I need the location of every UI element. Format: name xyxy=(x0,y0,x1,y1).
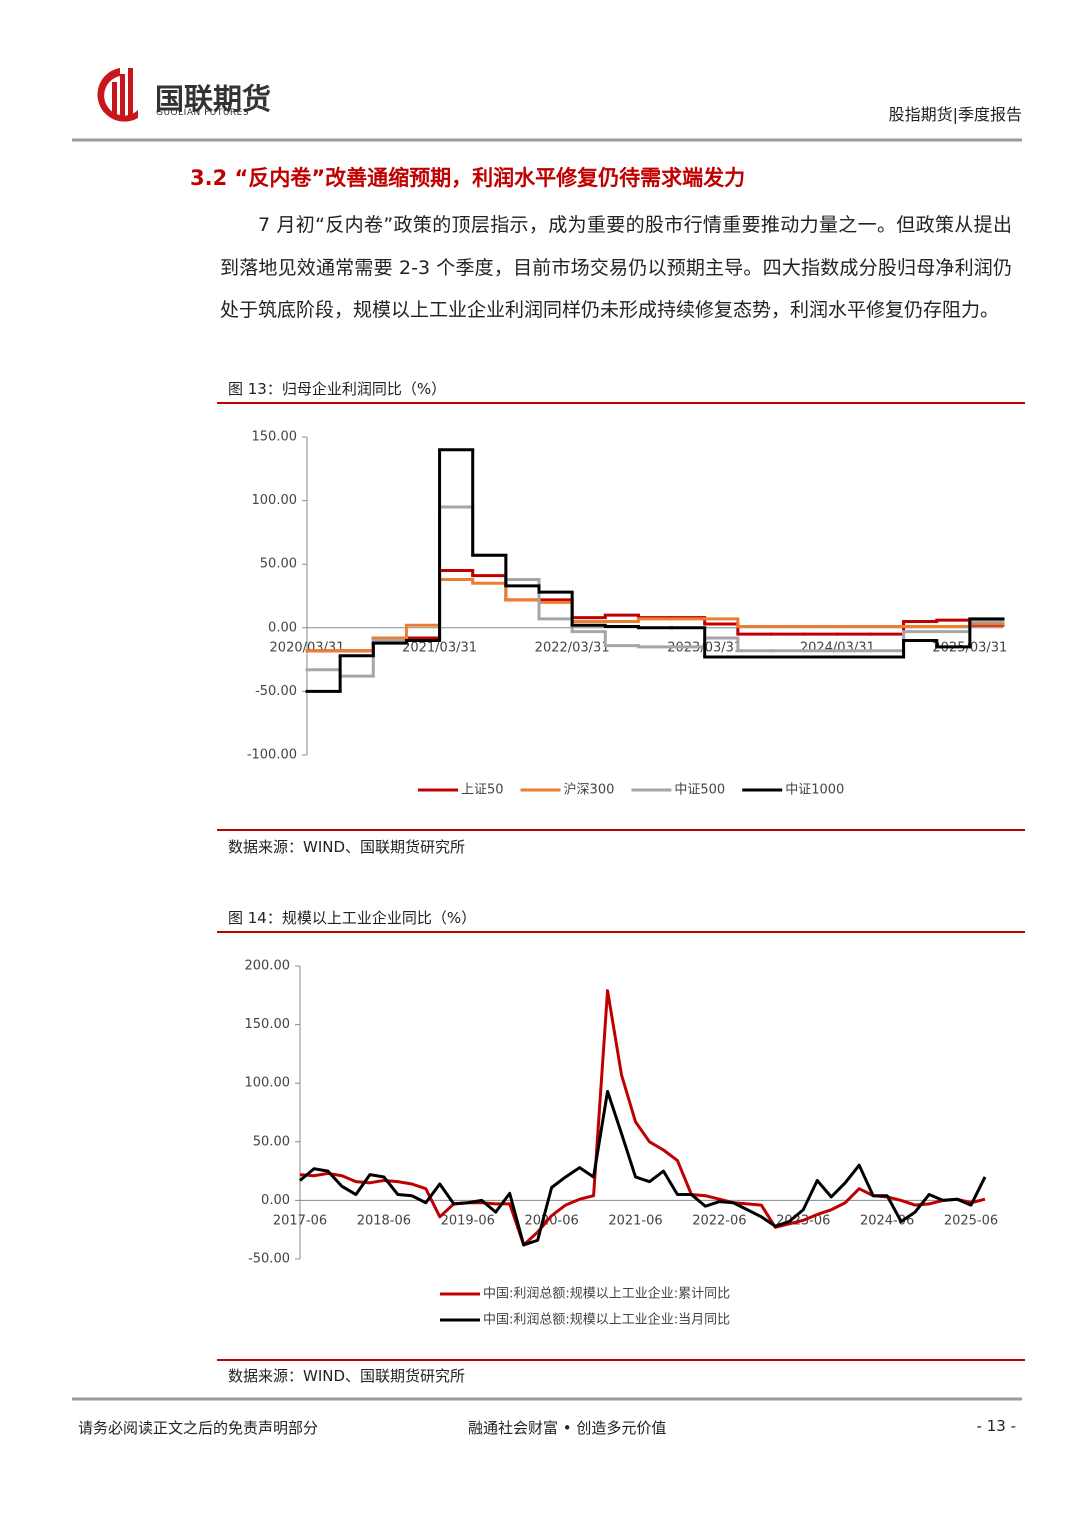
section-title: 3.2 “反内卷”改善通缩预期，利润水平修复仍待需求端发力 xyxy=(190,166,746,190)
page-number: - 13 - xyxy=(976,1417,1016,1435)
y-tick-label: 50.00 xyxy=(253,1134,290,1149)
figure-source: 数据来源：WIND、国联期货研究所 xyxy=(228,838,466,856)
footer-slogan: 融通社会财富 • 创造多元价值 xyxy=(468,1419,667,1437)
footer-disclaimer: 请务必阅读正文之后的免责声明部分 xyxy=(78,1419,319,1437)
paragraph: 7 月初“反内卷”政策的顶层指示，成为重要的股市行情重要推动力量之一。但政策从提… xyxy=(220,214,1012,321)
x-tick-label: 2024/03/31 xyxy=(800,641,875,656)
x-tick-label: 2019-06 xyxy=(441,1214,495,1229)
y-tick-label: 50.00 xyxy=(260,557,297,572)
logo-english: GUOLIAN FUTURES xyxy=(156,108,250,118)
y-tick-label: 100.00 xyxy=(245,1076,291,1091)
report-type: 股指期货|季度报告 xyxy=(888,105,1022,124)
figure-source: 数据来源：WIND、国联期货研究所 xyxy=(228,1367,466,1385)
figure-caption: 图 14：规模以上工业企业同比（%） xyxy=(228,909,477,927)
x-tick-label: 2021/03/31 xyxy=(402,641,477,656)
y-tick-label: -100.00 xyxy=(247,748,297,763)
figure-caption: 图 13：归母企业利润同比（%） xyxy=(228,380,447,398)
y-tick-label: 0.00 xyxy=(268,620,297,635)
series-line xyxy=(299,1089,987,1247)
legend-label: 中证500 xyxy=(674,783,725,798)
legend-label: 中国:利润总额:规模以上工业企业:累计同比 xyxy=(483,1286,730,1302)
x-tick-label: 2021-06 xyxy=(608,1214,662,1229)
y-tick-label: 100.00 xyxy=(252,493,298,508)
series-line xyxy=(299,989,986,1247)
y-tick-label: 200.00 xyxy=(245,959,291,974)
y-tick-label: -50.00 xyxy=(248,1252,290,1267)
y-tick-label: 0.00 xyxy=(261,1193,290,1208)
x-tick-label: 2025-06 xyxy=(944,1214,998,1229)
y-tick-label: 150.00 xyxy=(245,1017,291,1032)
legend-label: 中证1000 xyxy=(785,783,844,798)
legend-label: 中国:利润总额:规模以上工业企业:当月同比 xyxy=(483,1312,730,1328)
legend-label: 上证50 xyxy=(461,783,504,798)
legend-label: 沪深300 xyxy=(564,782,615,798)
x-tick-label: 2020-06 xyxy=(524,1214,578,1229)
x-tick-label: 2017-06 xyxy=(273,1214,327,1229)
y-tick-label: -50.00 xyxy=(255,684,297,699)
x-tick-label: 2018-06 xyxy=(357,1214,411,1229)
x-tick-label: 2020/03/31 xyxy=(270,641,345,656)
x-tick-label: 2022/03/31 xyxy=(535,641,610,656)
y-tick-label: 150.00 xyxy=(252,430,298,445)
x-tick-label: 2024-06 xyxy=(860,1214,914,1229)
logo xyxy=(97,68,138,122)
x-tick-label: 2022-06 xyxy=(692,1214,746,1229)
logo-name: 国联期货 xyxy=(155,82,272,116)
